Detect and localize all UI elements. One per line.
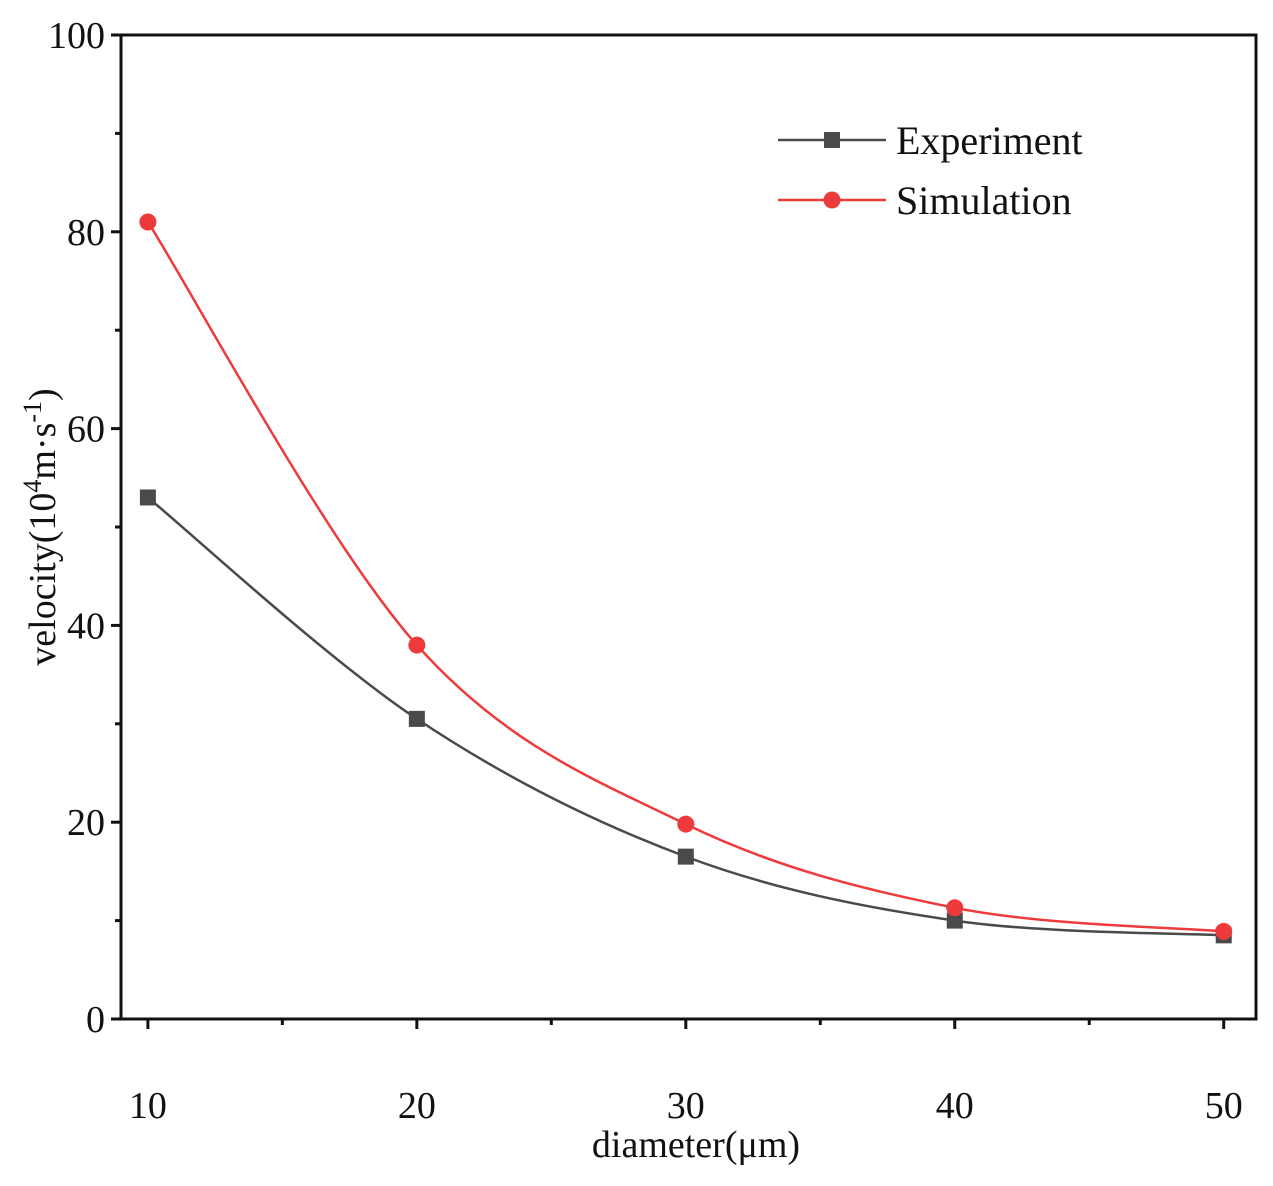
x-tick-label-30: 30 [667,1085,705,1127]
y-axis-title-prefix: velocity(10 [22,493,64,666]
simulation-point-10 [139,213,157,231]
plot-frame [119,33,1258,1021]
y-tick-label-0: 0 [86,999,105,1041]
simulation-point-20 [408,636,426,654]
legend-experiment-label: Experiment [896,118,1083,163]
y-axis-title-exp2: -1 [18,401,47,423]
y-tick-label-80: 80 [67,212,105,254]
experiment-line [147,496,1224,937]
y-axis-title-suffix: ) [22,388,64,401]
experiment-point-30 [677,848,694,865]
y-tick-label-20: 20 [67,802,105,844]
simulation-point-50 [1215,922,1233,940]
legend: Experiment Simulation [778,118,1083,223]
x-tick-label-40: 40 [936,1085,974,1127]
y-axis-title: velocity(104m·s-1) [18,388,64,665]
y-axis-title-exp1: 4 [18,480,47,493]
experiment-point-20 [408,710,425,727]
y-tick-label-60: 60 [67,409,105,451]
simulation-line [146,221,1224,933]
experiment-point-40 [946,912,963,929]
x-tick-label-50: 50 [1205,1085,1243,1127]
series-layer [139,213,1233,944]
y-tick-label-40: 40 [67,605,105,647]
legend-simulation-marker [823,191,841,209]
x-tick-label-10: 10 [129,1085,167,1127]
legend-experiment-marker [824,132,840,148]
simulation-point-30 [677,815,695,833]
experiment-point-10 [139,489,156,506]
legend-simulation-label: Simulation [896,178,1072,223]
x-axis-title: diameter(μm) [592,1124,800,1166]
y-tick-label-100: 100 [48,15,105,57]
ticks-layer: 10 20 30 40 50 0 20 40 60 80 100 [48,15,1243,1127]
simulation-point-40 [946,899,964,917]
y-axis-title-mid: m·s [22,423,64,480]
x-tick-label-20: 20 [398,1085,436,1127]
